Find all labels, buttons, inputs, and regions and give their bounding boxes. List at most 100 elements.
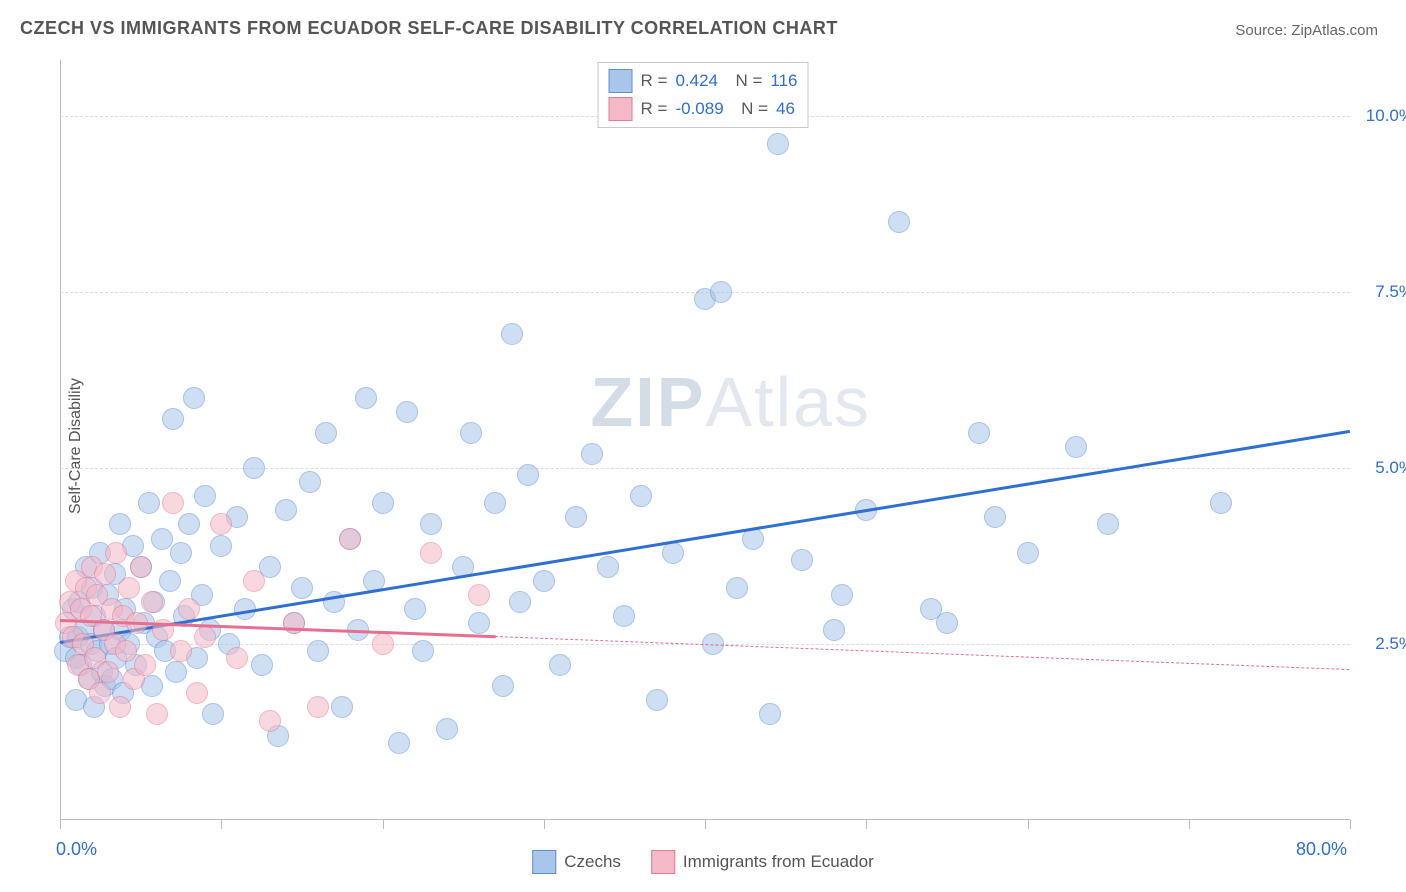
data-point-czechs	[170, 542, 192, 564]
data-point-czechs	[1210, 492, 1232, 514]
x-tick	[221, 820, 222, 829]
data-point-ecuador	[194, 626, 216, 648]
r-label: R =	[641, 99, 668, 119]
data-point-czechs	[151, 528, 173, 550]
data-point-czechs	[492, 675, 514, 697]
data-point-czechs	[791, 549, 813, 571]
data-point-czechs	[1017, 542, 1039, 564]
data-point-ecuador	[226, 647, 248, 669]
x-tick	[60, 820, 61, 829]
data-point-czechs	[388, 732, 410, 754]
source-attribution: Source: ZipAtlas.com	[1235, 22, 1378, 39]
data-point-czechs	[460, 422, 482, 444]
data-point-czechs	[936, 612, 958, 634]
data-point-czechs	[178, 513, 200, 535]
data-point-ecuador	[186, 682, 208, 704]
y-tick-label: 7.5%	[1354, 282, 1406, 302]
data-point-ecuador	[243, 570, 265, 592]
data-point-czechs	[396, 401, 418, 423]
trend-line	[495, 636, 1350, 670]
data-point-czechs	[549, 654, 571, 676]
data-point-ecuador	[259, 710, 281, 732]
legend-swatch	[609, 69, 633, 93]
x-tick	[705, 820, 706, 829]
data-point-ecuador	[146, 703, 168, 725]
data-point-ecuador	[307, 696, 329, 718]
data-point-czechs	[1097, 513, 1119, 535]
x-tick	[383, 820, 384, 829]
data-point-czechs	[726, 577, 748, 599]
data-point-czechs	[565, 506, 587, 528]
data-point-czechs	[307, 640, 329, 662]
legend-swatch	[609, 97, 633, 121]
legend-item-czechs: Czechs	[532, 850, 621, 874]
data-point-ecuador	[468, 584, 490, 606]
data-point-czechs	[243, 457, 265, 479]
x-tick	[866, 820, 867, 829]
data-point-ecuador	[134, 654, 156, 676]
data-point-ecuador	[141, 591, 163, 613]
data-point-ecuador	[420, 542, 442, 564]
r-label: R =	[641, 71, 668, 91]
data-point-czechs	[251, 654, 273, 676]
data-point-czechs	[533, 570, 555, 592]
y-tick-label: 2.5%	[1354, 634, 1406, 654]
legend-swatch	[532, 850, 556, 874]
data-point-czechs	[291, 577, 313, 599]
data-point-czechs	[372, 492, 394, 514]
data-point-czechs	[517, 464, 539, 486]
series-legend: Czechs Immigrants from Ecuador	[532, 850, 874, 874]
correlation-legend: R =0.424 N =116R =-0.089 N =46	[598, 62, 809, 128]
data-point-czechs	[183, 387, 205, 409]
data-point-czechs	[823, 619, 845, 641]
n-value: 116	[770, 71, 797, 91]
data-point-ecuador	[105, 542, 127, 564]
x-tick-label: 80.0%	[1296, 839, 1347, 860]
data-point-czechs	[581, 443, 603, 465]
data-point-ecuador	[210, 513, 232, 535]
data-point-czechs	[165, 661, 187, 683]
data-point-czechs	[420, 513, 442, 535]
data-point-czechs	[888, 211, 910, 233]
data-point-czechs	[275, 499, 297, 521]
data-point-czechs	[210, 535, 232, 557]
data-point-czechs	[484, 492, 506, 514]
data-point-ecuador	[130, 556, 152, 578]
legend-label: Immigrants from Ecuador	[683, 852, 874, 872]
data-point-czechs	[613, 605, 635, 627]
n-label: N =	[726, 71, 762, 91]
data-point-ecuador	[162, 492, 184, 514]
legend-label: Czechs	[564, 852, 621, 872]
data-point-ecuador	[339, 528, 361, 550]
data-point-czechs	[984, 506, 1006, 528]
chart-title: CZECH VS IMMIGRANTS FROM ECUADOR SELF-CA…	[20, 18, 838, 39]
plot-area: ZIPAtlas 2.5%5.0%7.5%10.0%0.0%80.0%	[60, 60, 1350, 820]
data-point-czechs	[331, 696, 353, 718]
data-point-czechs	[1065, 436, 1087, 458]
data-point-czechs	[767, 133, 789, 155]
data-point-czechs	[159, 570, 181, 592]
data-point-czechs	[109, 513, 131, 535]
data-point-czechs	[630, 485, 652, 507]
data-point-czechs	[646, 689, 668, 711]
data-point-czechs	[299, 471, 321, 493]
y-tick-label: 5.0%	[1354, 458, 1406, 478]
chart-container: CZECH VS IMMIGRANTS FROM ECUADOR SELF-CA…	[0, 0, 1406, 892]
x-tick	[1028, 820, 1029, 829]
n-value: 46	[776, 99, 795, 119]
data-point-czechs	[597, 556, 619, 578]
data-point-czechs	[501, 323, 523, 345]
data-point-czechs	[710, 281, 732, 303]
x-tick	[1189, 820, 1190, 829]
data-point-ecuador	[118, 577, 140, 599]
source-label: Source:	[1235, 22, 1291, 39]
legend-item-ecuador: Immigrants from Ecuador	[651, 850, 874, 874]
data-point-czechs	[355, 387, 377, 409]
x-tick	[544, 820, 545, 829]
r-value: 0.424	[675, 71, 718, 91]
data-point-czechs	[412, 640, 434, 662]
data-point-czechs	[162, 408, 184, 430]
data-point-czechs	[968, 422, 990, 444]
source-link[interactable]: ZipAtlas.com	[1291, 22, 1378, 39]
data-point-ecuador	[372, 633, 394, 655]
